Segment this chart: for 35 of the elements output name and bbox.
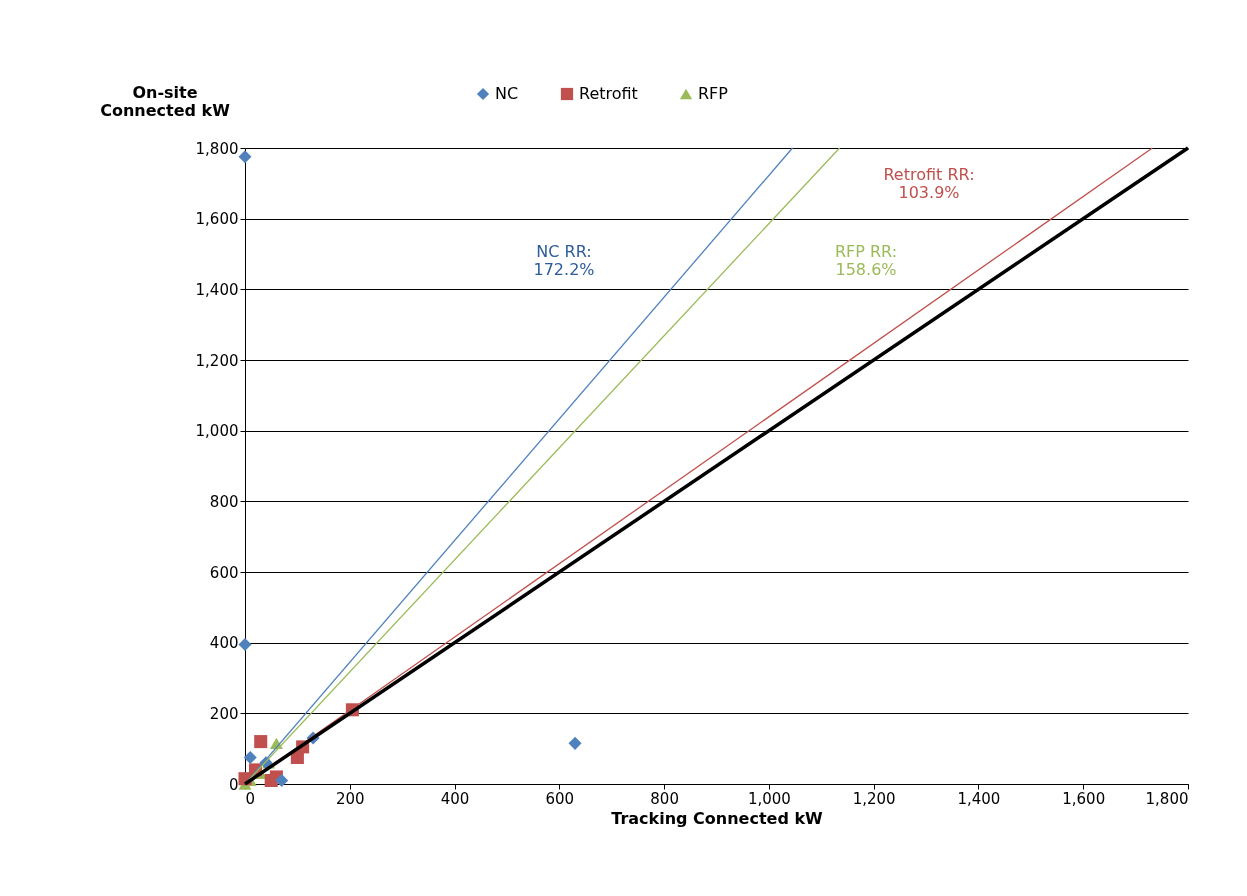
x-tick-label: 1,400 (957, 789, 1001, 808)
x-tick-label: 0 (245, 789, 256, 808)
x-axis-title: Tracking Connected kW (611, 808, 824, 828)
legend-label: RFP (698, 84, 729, 103)
y-tick-label: 600 (209, 563, 239, 582)
annotation: Retrofit RR: 103.9% (883, 165, 975, 202)
x-tick-label: 1,600 (1062, 789, 1106, 808)
x-tick-label: 800 (650, 789, 679, 808)
point (238, 637, 252, 651)
y-tick-label: 400 (209, 634, 239, 653)
y-tick-label: 1,000 (195, 422, 239, 441)
x-tick-label: 1,200 (852, 789, 896, 808)
y-tick-label: 0 (228, 775, 239, 794)
annotation: NC RR: 172.2% (533, 242, 595, 279)
x-tick-label: 1,000 (747, 789, 791, 808)
y-tick-label: 1,200 (195, 351, 239, 370)
y-tick-label: 1,800 (195, 139, 239, 158)
point (254, 735, 268, 749)
y-tick-label: 800 (209, 492, 239, 511)
point (243, 750, 257, 765)
x-tick-label: 600 (545, 789, 575, 808)
x-tick-label: 400 (440, 789, 470, 808)
point (568, 736, 582, 750)
legend-label: NC (495, 84, 519, 103)
point (238, 150, 252, 164)
y-tick-label: 1,400 (195, 280, 239, 299)
annotation: RFP RR: 158.6% (834, 242, 898, 279)
legend-label: Retrofit (579, 84, 638, 103)
y-axis-title: On-site Connected kW (100, 83, 231, 120)
point (290, 750, 304, 765)
x-tick-label: 200 (335, 789, 365, 808)
y-tick-label: 200 (209, 704, 239, 723)
point (275, 773, 289, 787)
y-tick-label: 1,600 (195, 210, 239, 229)
x-tick-label: 1,800 (1145, 789, 1189, 808)
